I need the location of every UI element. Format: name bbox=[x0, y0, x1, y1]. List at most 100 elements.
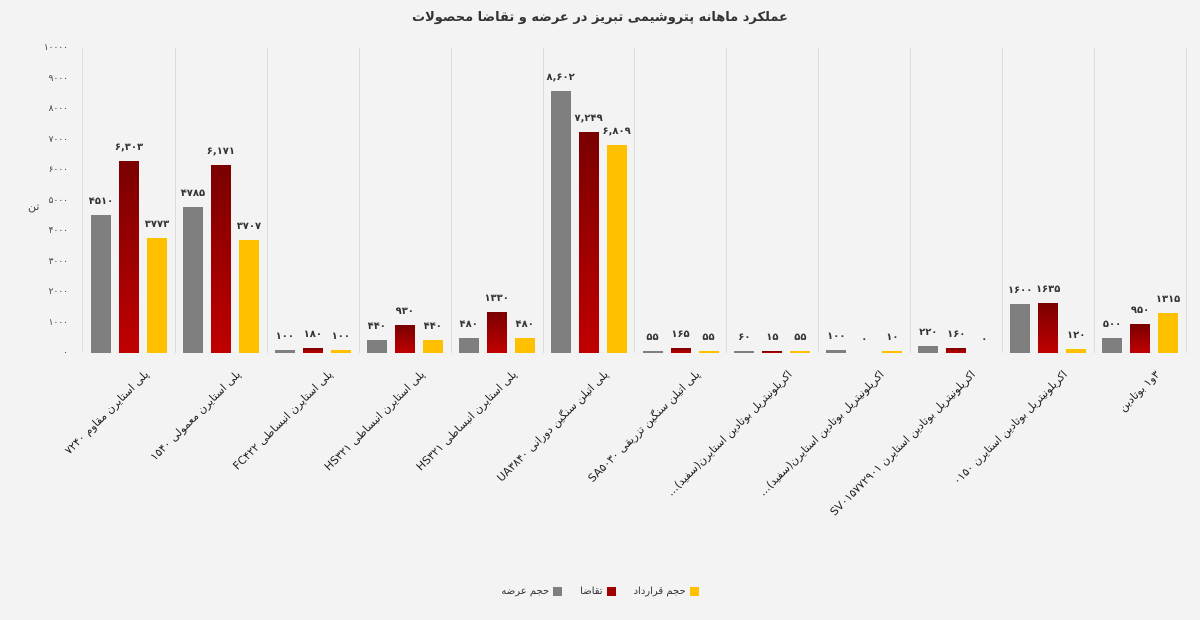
bar[interactable] bbox=[1066, 349, 1087, 353]
x-tick-label: اکریلونیتریل بوتادین استایرن SV۰۱۵۷۷۲۹۰۱ bbox=[827, 368, 979, 519]
bar[interactable] bbox=[302, 347, 323, 353]
data-label: ۳۷۷۳ bbox=[144, 218, 170, 230]
data-label: ۶,۳۰۳ bbox=[114, 141, 144, 153]
plot-area: ۴۵۱۰ ۶,۳۰۳ ۳۷۷۳ ۴۷۸۵ ۶,۱۷۱ ۳۷۰۷ ۱۰۰ ۱۸۰ ۱۰۰ ۴۴۰ ۹۳… bbox=[82, 48, 1187, 353]
data-label: ۵۰۰ bbox=[1102, 318, 1122, 330]
data-label: ۰ bbox=[981, 334, 988, 345]
bar[interactable] bbox=[1010, 304, 1031, 353]
data-label: ۴۵۱۰ bbox=[88, 196, 114, 208]
bar[interactable] bbox=[790, 351, 811, 353]
bar[interactable] bbox=[762, 351, 783, 353]
bar[interactable] bbox=[826, 349, 847, 353]
data-label: ۹۵۰ bbox=[1130, 305, 1150, 317]
data-label: ۹۳۰ bbox=[395, 305, 414, 317]
data-label: ۴۸۰ bbox=[459, 319, 478, 331]
data-label: ۰ bbox=[861, 334, 868, 345]
data-label: ۱۰ bbox=[886, 332, 899, 343]
bar[interactable] bbox=[882, 351, 903, 353]
bar[interactable] bbox=[238, 239, 259, 353]
category-group: ۴۵۱۰ ۶,۳۰۳ ۳۷۷۳ bbox=[83, 48, 176, 353]
category-group: ۴۸۰ ۱۳۳۰ ۴۸۰ bbox=[451, 48, 544, 353]
data-label: ۱۶۰ bbox=[947, 329, 966, 341]
data-label: ۴۴۰ bbox=[423, 320, 442, 332]
bar[interactable] bbox=[210, 164, 231, 353]
bar[interactable] bbox=[946, 348, 967, 353]
legend: حجم قرارداد تقاضا حجم عرضه bbox=[0, 586, 1200, 597]
y-tick-label: ۹۰۰۰ bbox=[48, 73, 68, 84]
y-tick-label: ۶۰۰۰ bbox=[48, 165, 68, 175]
category-group: ۲۲۰ ۱۶۰ ۰ bbox=[910, 48, 1004, 353]
x-tick-label: پلی استایرن انبساطی HS۳۲۱ bbox=[413, 368, 519, 474]
data-label: ۵۵ bbox=[702, 332, 715, 343]
category-group: ۱۰۰ ۱۸۰ ۱۰۰ bbox=[267, 48, 360, 353]
data-label: ۴۸۰ bbox=[515, 319, 534, 331]
bar[interactable] bbox=[1038, 303, 1059, 353]
data-label: ۱۲۰ bbox=[1067, 330, 1086, 342]
legend-item[interactable]: حجم قرارداد bbox=[634, 586, 699, 597]
chart-title: عملکرد ماهانه پتروشیمی تبریز در عرضه و ت… bbox=[412, 10, 788, 25]
bar[interactable] bbox=[1130, 324, 1151, 353]
data-label: ۵۵ bbox=[646, 332, 659, 343]
data-label: ۶,۱۷۱ bbox=[206, 145, 236, 157]
bar[interactable] bbox=[606, 145, 627, 353]
legend-swatch-icon bbox=[553, 587, 563, 596]
category-group: ۶۰ ۱۵ ۵۵ bbox=[726, 48, 820, 353]
data-label: ۱۶۳۵ bbox=[1035, 284, 1061, 296]
bar[interactable] bbox=[734, 351, 755, 353]
x-tick-label: پلی استایرن انبساطی FC۴۲۲ bbox=[230, 368, 335, 473]
x-tick-label: ۳و۱ بوتادین bbox=[1116, 368, 1163, 415]
bar[interactable] bbox=[918, 346, 939, 353]
legend-item[interactable]: حجم عرضه bbox=[501, 586, 563, 597]
bar[interactable] bbox=[698, 351, 719, 353]
bar[interactable] bbox=[147, 237, 167, 353]
y-tick-label: ۳۰۰۰ bbox=[48, 256, 68, 267]
data-label: ۱۰۰ bbox=[275, 330, 294, 342]
bar[interactable] bbox=[486, 312, 507, 353]
bar[interactable] bbox=[119, 160, 139, 353]
bar[interactable] bbox=[330, 349, 351, 353]
legend-item[interactable]: تقاضا bbox=[580, 586, 616, 597]
bar[interactable] bbox=[642, 351, 663, 353]
bar[interactable] bbox=[670, 347, 691, 353]
y-tick-label: ۰ bbox=[63, 348, 68, 358]
data-label: ۱۸۰ bbox=[303, 328, 322, 340]
category-group: ۸,۶۰۲ ۷,۲۴۹ ۶,۸۰۹ bbox=[543, 48, 636, 353]
category-group: ۴۴۰ ۹۳۰ ۴۴۰ bbox=[359, 48, 452, 353]
category-group: ۴۷۸۵ ۶,۱۷۱ ۳۷۰۷ bbox=[175, 48, 268, 353]
y-tick-label: ۱۰۰۰۰ bbox=[43, 43, 68, 53]
bar[interactable] bbox=[1158, 312, 1179, 353]
data-label: ۷,۲۴۹ bbox=[574, 112, 603, 124]
y-tick-label: ۸۰۰۰ bbox=[48, 104, 68, 114]
bar[interactable] bbox=[578, 131, 599, 353]
data-label: ۸,۶۰۲ bbox=[546, 71, 575, 83]
data-label: ۱۳۳۰ bbox=[484, 293, 509, 305]
bar[interactable] bbox=[394, 324, 415, 353]
data-label: ۶,۸۰۹ bbox=[602, 126, 631, 138]
y-tick-label: ۴۰۰۰ bbox=[48, 226, 68, 236]
bar[interactable] bbox=[550, 90, 571, 353]
data-label: ۱۶۵ bbox=[671, 328, 690, 340]
bar[interactable] bbox=[182, 207, 203, 353]
category-group: ۵۰۰ ۹۵۰ ۱۳۱۵ bbox=[1094, 48, 1187, 353]
category-group: ۵۵ ۱۶۵ ۵۵ bbox=[635, 48, 728, 353]
bar[interactable] bbox=[1102, 337, 1123, 353]
legend-label: تقاضا bbox=[580, 586, 603, 597]
bar[interactable] bbox=[91, 215, 111, 353]
bar[interactable] bbox=[422, 339, 443, 353]
category-group: ۱۶۰۰ ۱۶۳۵ ۱۲۰ bbox=[1002, 48, 1096, 353]
data-label: ۲۲۰ bbox=[919, 327, 938, 339]
legend-label: حجم عرضه bbox=[501, 586, 550, 597]
bar[interactable] bbox=[366, 339, 387, 353]
bar[interactable] bbox=[514, 338, 535, 353]
x-tick-label: پلی استایرن انبساطی HS۳۲۱ bbox=[321, 368, 427, 474]
legend-label: حجم قرارداد bbox=[633, 586, 686, 597]
data-label: ۱۰۰ bbox=[827, 330, 846, 342]
bar[interactable] bbox=[458, 338, 479, 353]
y-tick-label: ۲۰۰۰ bbox=[48, 287, 68, 297]
bar[interactable] bbox=[274, 349, 295, 353]
y-tick-label: ۱۰۰۰ bbox=[48, 317, 68, 328]
data-label: ۳۷۰۷ bbox=[236, 220, 262, 232]
x-tick-label: پلی استایرن مقاوم ۷۲۴۰ bbox=[61, 368, 152, 458]
x-tick-label: پلی استایرن معمولی ۱۵۴۰ bbox=[147, 368, 244, 464]
data-label: ۶۰ bbox=[738, 332, 751, 343]
